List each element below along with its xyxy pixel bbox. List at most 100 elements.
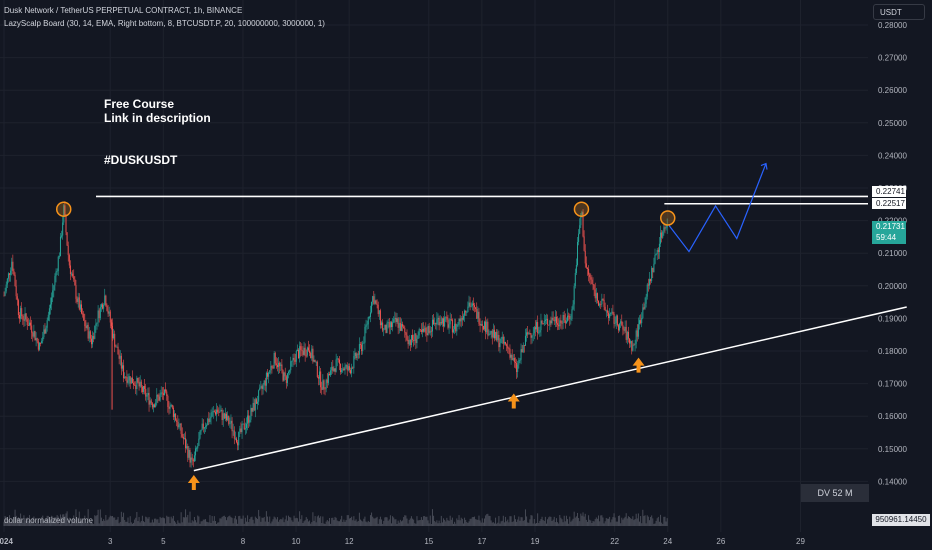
candle-body xyxy=(171,404,173,408)
candle-body xyxy=(507,345,509,349)
volume-bar xyxy=(299,511,301,526)
volume-bar xyxy=(71,521,73,526)
candle-body xyxy=(598,300,600,306)
volume-bar xyxy=(5,516,7,526)
volume-bar xyxy=(448,520,450,526)
candle-body xyxy=(182,436,184,439)
volume-bar xyxy=(185,509,187,526)
volume-bar xyxy=(548,517,550,526)
symbol-title[interactable]: Dusk Network / TetherUS PERPETUAL CONTRA… xyxy=(4,6,243,15)
candle-body xyxy=(573,286,575,305)
candle-body xyxy=(295,350,297,362)
volume-bar xyxy=(235,519,237,526)
candle-body xyxy=(455,323,457,332)
candle-body xyxy=(191,457,193,460)
volume-bar xyxy=(433,515,435,526)
candle-body xyxy=(324,388,326,390)
candle-body xyxy=(104,295,106,305)
candle-body xyxy=(574,272,576,287)
candle-body xyxy=(309,350,311,353)
volume-bar xyxy=(125,521,127,526)
candle-body xyxy=(619,323,621,331)
candle-body xyxy=(265,372,267,386)
candle-body xyxy=(481,323,483,326)
candle-body xyxy=(423,328,425,332)
candle-body xyxy=(241,423,243,433)
candle-body xyxy=(331,366,333,371)
currency-button[interactable]: USDT xyxy=(873,4,925,20)
volume-bar xyxy=(63,514,65,526)
candle-body xyxy=(242,423,244,425)
candle-body xyxy=(323,380,325,389)
candle-body xyxy=(145,388,147,397)
volume-bar xyxy=(31,521,33,526)
volume-bar xyxy=(193,516,195,526)
volume-bar xyxy=(472,517,474,526)
volume-bar xyxy=(113,517,115,526)
volume-bar xyxy=(303,521,305,526)
candle-body xyxy=(511,354,513,360)
candle-body xyxy=(17,300,19,315)
volume-bar xyxy=(415,523,417,526)
candle-body xyxy=(27,325,29,326)
volume-bar xyxy=(438,520,440,526)
candle-body xyxy=(188,450,190,458)
volume-bar xyxy=(82,519,84,526)
volume-bar xyxy=(14,509,16,526)
volume-bar xyxy=(526,516,528,526)
volume-bar xyxy=(289,517,291,526)
volume-bar xyxy=(317,515,319,526)
candle-body xyxy=(554,316,556,322)
candle-body xyxy=(400,324,402,331)
candle-body xyxy=(466,312,468,313)
candle-body xyxy=(536,322,538,330)
candle-body xyxy=(512,357,514,360)
candle-body xyxy=(181,433,183,437)
candle-body xyxy=(518,360,520,365)
candle-body xyxy=(72,273,74,277)
candle-body xyxy=(219,411,221,413)
price-tick-label: 0.16000 xyxy=(878,412,907,421)
candle-body xyxy=(292,357,294,361)
price-tick-label: 0.26000 xyxy=(878,86,907,95)
volume-bar xyxy=(316,516,318,526)
candle-body xyxy=(635,330,637,344)
candle-body xyxy=(395,317,397,322)
volume-bar xyxy=(37,521,39,526)
volume-bar xyxy=(569,516,571,526)
candle-body xyxy=(32,332,34,337)
candle-body xyxy=(441,318,443,324)
volume-bar xyxy=(440,515,442,526)
candle-body xyxy=(616,315,618,326)
volume-label[interactable]: dollar normalized volume xyxy=(4,516,93,525)
volume-bar xyxy=(646,515,648,526)
candle-body xyxy=(131,377,133,384)
candle-body xyxy=(167,396,169,408)
candle-body xyxy=(657,249,659,253)
candle-body xyxy=(137,377,139,383)
candle-body xyxy=(179,423,181,425)
candle-body xyxy=(470,306,472,307)
candle-body xyxy=(103,304,105,309)
candle-body xyxy=(590,277,592,280)
volume-bar xyxy=(495,517,497,526)
volume-bar xyxy=(650,516,652,526)
candle-body xyxy=(382,322,384,331)
volume-bar xyxy=(227,517,229,526)
candle-body xyxy=(565,321,567,324)
indicator-legend[interactable]: LazyScalp Board (30, 14, EMA, Right bott… xyxy=(4,19,325,28)
volume-bar xyxy=(457,520,459,526)
time-tick-label: 19 xyxy=(531,537,540,546)
price-tick-label: 0.15000 xyxy=(878,445,907,454)
volume-bar xyxy=(434,520,436,526)
candle-body xyxy=(568,315,570,317)
candle-body xyxy=(464,310,466,316)
candle-body xyxy=(509,348,511,358)
volume-bar xyxy=(409,518,411,526)
candle-body xyxy=(420,329,422,333)
candle-body xyxy=(459,318,461,322)
candle-body xyxy=(664,227,666,229)
candle-body xyxy=(396,318,398,322)
volume-bar xyxy=(22,522,24,526)
